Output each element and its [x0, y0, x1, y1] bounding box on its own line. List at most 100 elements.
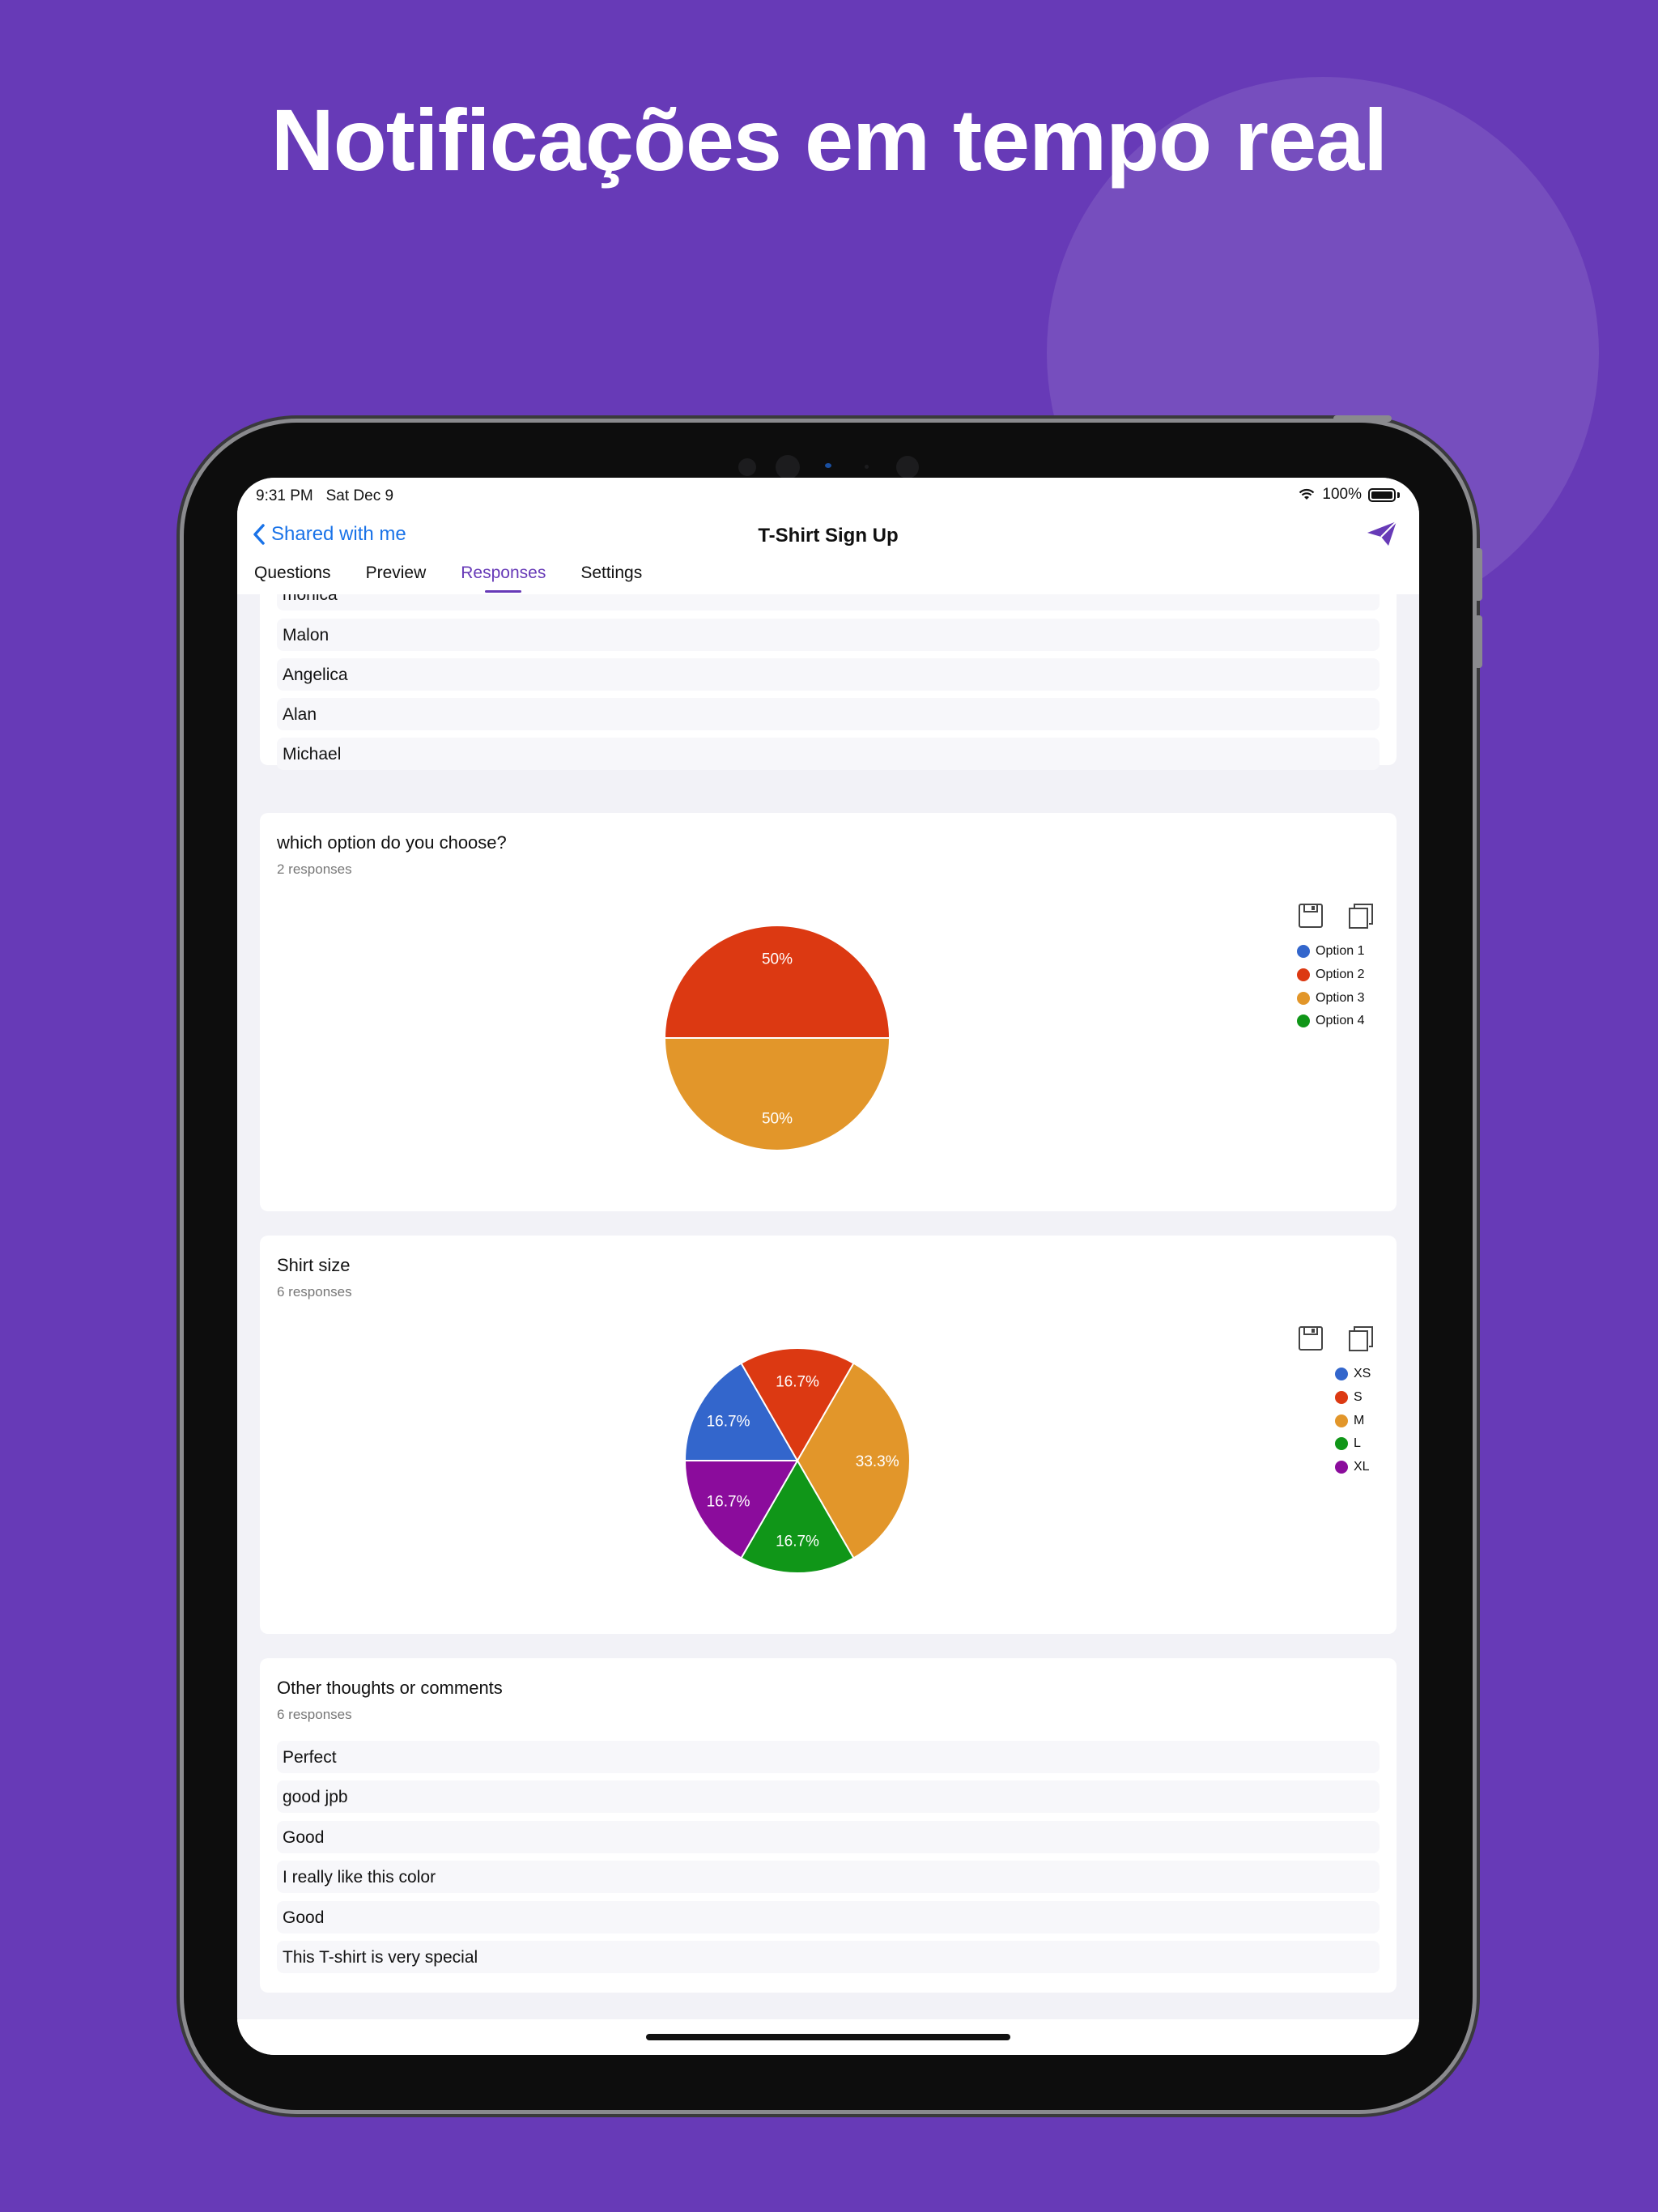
- status-right: 100%: [1298, 486, 1400, 504]
- save-icon: [1299, 904, 1323, 928]
- pie-slice-m[interactable]: [796, 1362, 911, 1559]
- responses-content[interactable]: monica Malon Angelica Alan Michael which…: [237, 594, 1419, 2019]
- navigation-bar: Shared with me T-Shirt Sign Up Questions…: [237, 510, 1419, 594]
- list-item: good jpb: [277, 1780, 1380, 1813]
- pie-slice-s[interactable]: [740, 1347, 855, 1462]
- back-button[interactable]: Shared with me: [252, 523, 406, 546]
- legend-item[interactable]: L: [1335, 1432, 1371, 1456]
- screen: 9:31 PM Sat Dec 9 100% Shared with me: [237, 478, 1419, 2055]
- legend-swatch: [1335, 1368, 1348, 1381]
- save-button[interactable]: [1298, 903, 1324, 933]
- pie-slice-label: 16.7%: [707, 1493, 750, 1510]
- time-text: 9:31 PM: [256, 487, 313, 504]
- copy-button[interactable]: [1348, 903, 1374, 933]
- legend-label: Option 3: [1316, 990, 1365, 1005]
- tab-responses[interactable]: Responses: [461, 564, 546, 593]
- response-count: 6 responses: [277, 1707, 352, 1722]
- legend-item[interactable]: Option 3: [1297, 986, 1364, 1010]
- list-item: This T-shirt is very special: [277, 1941, 1380, 1973]
- list-item: Good: [277, 1821, 1380, 1853]
- pie-slice-label: 50%: [762, 951, 793, 968]
- option-question-card: which option do you choose? 2 responses: [260, 813, 1397, 1211]
- home-indicator[interactable]: [646, 2034, 1010, 2040]
- status-time: 9:31 PM Sat Dec 9: [256, 487, 393, 505]
- pie-slice-label: 33.3%: [856, 1453, 899, 1470]
- camera-icon: [776, 455, 800, 479]
- pie-slice-xl[interactable]: [683, 1460, 799, 1559]
- legend-swatch: [1297, 991, 1310, 1005]
- pie-slice-l[interactable]: [740, 1458, 855, 1574]
- list-item: Perfect: [277, 1741, 1380, 1773]
- pie-slice-label: 50%: [762, 1111, 793, 1128]
- tab-bar: Questions Preview Responses Settings: [254, 564, 642, 593]
- legend-swatch: [1335, 1414, 1348, 1427]
- save-icon: [1299, 1326, 1323, 1351]
- tab-settings[interactable]: Settings: [580, 564, 643, 582]
- battery-nub: [1397, 491, 1400, 498]
- ipad-frame: 9:31 PM Sat Dec 9 100% Shared with me: [184, 415, 1482, 2110]
- legend-label: L: [1354, 1436, 1361, 1451]
- legend-label: XS: [1354, 1367, 1371, 1381]
- question-title: which option do you choose?: [277, 832, 507, 853]
- pie-slice-option-3[interactable]: [663, 1037, 891, 1151]
- shirt-size-pie-chart: 16.7% 16.7% 33.3% 16.7% 16.7%: [683, 1347, 911, 1574]
- legend-item[interactable]: XL: [1335, 1456, 1371, 1479]
- legend-swatch: [1335, 1437, 1348, 1451]
- back-label: Shared with me: [271, 523, 406, 545]
- indicator-icon: [825, 463, 831, 468]
- sensor-icon: [738, 458, 756, 476]
- tab-questions[interactable]: Questions: [254, 564, 331, 582]
- copy-button[interactable]: [1348, 1325, 1374, 1355]
- send-button[interactable]: [1366, 520, 1398, 551]
- pie-slice-label: 16.7%: [707, 1414, 750, 1431]
- legend-label: XL: [1354, 1460, 1370, 1474]
- pie-slice-option-2[interactable]: [663, 925, 891, 1039]
- sensor-icon: [865, 465, 869, 469]
- tab-preview[interactable]: Preview: [365, 564, 427, 582]
- legend-item[interactable]: XS: [1335, 1363, 1371, 1386]
- pie-slice-label: 16.7%: [776, 1534, 819, 1551]
- shirt-size-chart-legend: XS S M L XL: [1335, 1363, 1371, 1478]
- legend-label: Option 2: [1316, 968, 1365, 982]
- legend-swatch: [1335, 1391, 1348, 1405]
- wifi-icon: [1299, 488, 1315, 500]
- legend-label: S: [1354, 1390, 1363, 1405]
- save-button[interactable]: [1298, 1325, 1324, 1355]
- option-chart-legend: Option 1 Option 2 Option 3 Option 4: [1297, 940, 1364, 1033]
- battery-percent: 100%: [1322, 486, 1362, 503]
- names-card: monica Malon Angelica Alan Michael: [260, 594, 1397, 770]
- list-item: monica: [277, 594, 1380, 610]
- battery-icon: [1368, 487, 1396, 502]
- legend-swatch: [1297, 945, 1310, 959]
- list-item: Angelica: [277, 658, 1380, 691]
- list-item: I really like this color: [277, 1861, 1380, 1893]
- list-item: Alan: [277, 698, 1380, 730]
- volume-button: [1474, 548, 1482, 601]
- camera-bar: [184, 447, 1473, 487]
- response-count: 6 responses: [277, 1284, 352, 1300]
- legend-label: M: [1354, 1413, 1365, 1427]
- legend-label: Option 1: [1316, 944, 1365, 959]
- comments-card: Other thoughts or comments 6 responses P…: [260, 1658, 1397, 1993]
- legend-swatch: [1297, 968, 1310, 982]
- headline: Notificações em tempo real: [270, 91, 1388, 189]
- legend-item[interactable]: Option 1: [1297, 940, 1364, 963]
- legend-item[interactable]: M: [1335, 1409, 1371, 1432]
- legend-swatch: [1335, 1461, 1348, 1474]
- question-title: Other thoughts or comments: [277, 1678, 503, 1698]
- copy-icon: [1349, 1326, 1373, 1351]
- pie-slice-xs[interactable]: [683, 1362, 799, 1461]
- list-item: Good: [277, 1901, 1380, 1933]
- question-title: Shirt size: [277, 1255, 351, 1275]
- legend-item[interactable]: S: [1335, 1386, 1371, 1410]
- shirt-size-card: Shirt size 6 responses 16.7% 16.7% 33.3% 1: [260, 1236, 1397, 1634]
- response-count: 2 responses: [277, 861, 352, 877]
- sensor-icon: [896, 456, 919, 479]
- list-item: Michael: [277, 738, 1380, 770]
- legend-item[interactable]: Option 4: [1297, 1010, 1364, 1033]
- copy-icon: [1349, 904, 1373, 929]
- pie-slice-label: 16.7%: [776, 1373, 819, 1390]
- legend-item[interactable]: Option 2: [1297, 963, 1364, 987]
- date-text: Sat Dec 9: [325, 487, 394, 504]
- list-item: Malon: [277, 619, 1380, 651]
